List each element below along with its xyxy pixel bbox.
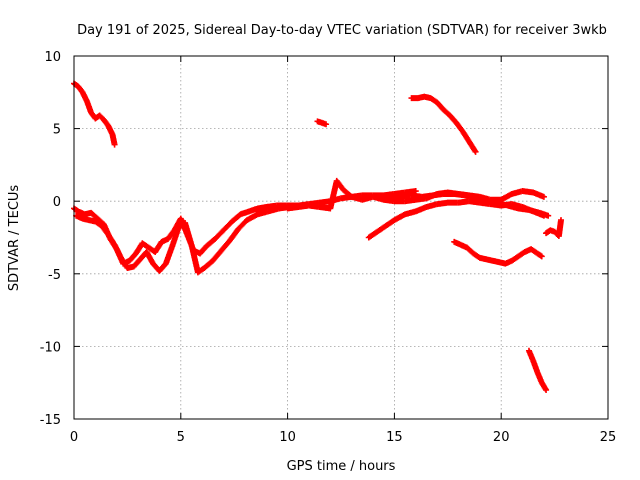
- data-point: [188, 241, 201, 274]
- data-point: [182, 219, 195, 247]
- data-point: [139, 240, 151, 250]
- data-point: [528, 246, 540, 256]
- data-point: [545, 212, 552, 219]
- data-point: [340, 186, 354, 199]
- data-point: [164, 228, 177, 242]
- data-point: [209, 248, 224, 264]
- data-point: [464, 244, 476, 256]
- data-point: [218, 238, 232, 254]
- data-point: [333, 177, 346, 192]
- data-point: [235, 218, 249, 232]
- data-series-arc-12: [543, 217, 565, 240]
- x-tick-label: 10: [279, 430, 296, 445]
- data-point: [111, 241, 124, 260]
- data-point: [470, 250, 482, 260]
- y-axis-label: SDTVAR / TECUs: [7, 185, 22, 292]
- plot-area-frame: [73, 55, 609, 420]
- data-point: [111, 141, 118, 148]
- grid-lines: [74, 56, 608, 419]
- data-series-arc-3: [73, 204, 293, 276]
- data-point: [466, 138, 478, 154]
- data-point: [194, 265, 207, 276]
- y-tick-label: 10: [44, 50, 61, 65]
- y-tick-label: -5: [48, 268, 61, 283]
- data-point: [538, 253, 545, 260]
- data-point: [226, 226, 241, 244]
- data-point: [547, 227, 557, 235]
- data-series-arc-10: [451, 238, 545, 267]
- data-point: [508, 254, 521, 264]
- data-point: [558, 217, 565, 224]
- data-point: [323, 121, 330, 128]
- y-tick-label: 5: [53, 123, 61, 138]
- data-point: [156, 261, 168, 274]
- x-tick-label: 5: [177, 430, 185, 445]
- data-point: [88, 209, 100, 221]
- x-tick-label: 25: [600, 430, 617, 445]
- data-point: [440, 106, 452, 118]
- y-tick-label: -15: [40, 413, 61, 428]
- data-series-arc-4: [314, 118, 330, 128]
- data-series-arc-1: [71, 80, 118, 148]
- data-point: [98, 222, 111, 237]
- y-tick-label: -10: [40, 340, 61, 355]
- data-point: [374, 223, 388, 235]
- data-point: [130, 257, 143, 270]
- data-point: [459, 128, 472, 144]
- data-point: [203, 236, 217, 250]
- data-point: [94, 215, 106, 227]
- data-point: [75, 83, 85, 95]
- data-point: [434, 99, 446, 112]
- x-tick-label: 0: [70, 430, 78, 445]
- data-point: [427, 95, 439, 105]
- data-point: [314, 118, 324, 126]
- data-series-arc-8: [387, 190, 552, 219]
- data-point: [201, 258, 215, 271]
- data-point: [100, 116, 111, 128]
- data-point: [126, 251, 139, 264]
- data-point: [472, 148, 479, 155]
- data-point: [382, 217, 397, 229]
- data-series-arc-9: [408, 93, 479, 155]
- data-point: [197, 244, 209, 257]
- data-point: [515, 249, 527, 260]
- x-tick-label: 20: [493, 430, 510, 445]
- data-point: [453, 119, 465, 134]
- data-series-arc-11: [525, 347, 550, 393]
- data-point: [169, 225, 182, 250]
- data-point: [318, 119, 328, 127]
- y-tick-label: 0: [53, 195, 61, 210]
- data-point: [220, 219, 234, 234]
- data-point: [229, 212, 243, 225]
- data-point: [211, 228, 226, 242]
- data-series: [71, 80, 565, 393]
- axis-ticks: 0 5 10 15 20 25 -15 -10 -5 0 5 10: [40, 50, 617, 445]
- data-point: [446, 112, 459, 125]
- x-axis-label: GPS time / hours: [287, 459, 396, 474]
- data-point: [92, 218, 104, 229]
- data-point: [365, 229, 380, 241]
- data-point: [543, 386, 550, 393]
- chart-title: Day 191 of 2025, Sidereal Day-to-day VTE…: [77, 23, 607, 38]
- x-tick-label: 15: [386, 430, 403, 445]
- data-point: [96, 112, 106, 122]
- data-point: [540, 193, 547, 200]
- data-point: [162, 244, 175, 267]
